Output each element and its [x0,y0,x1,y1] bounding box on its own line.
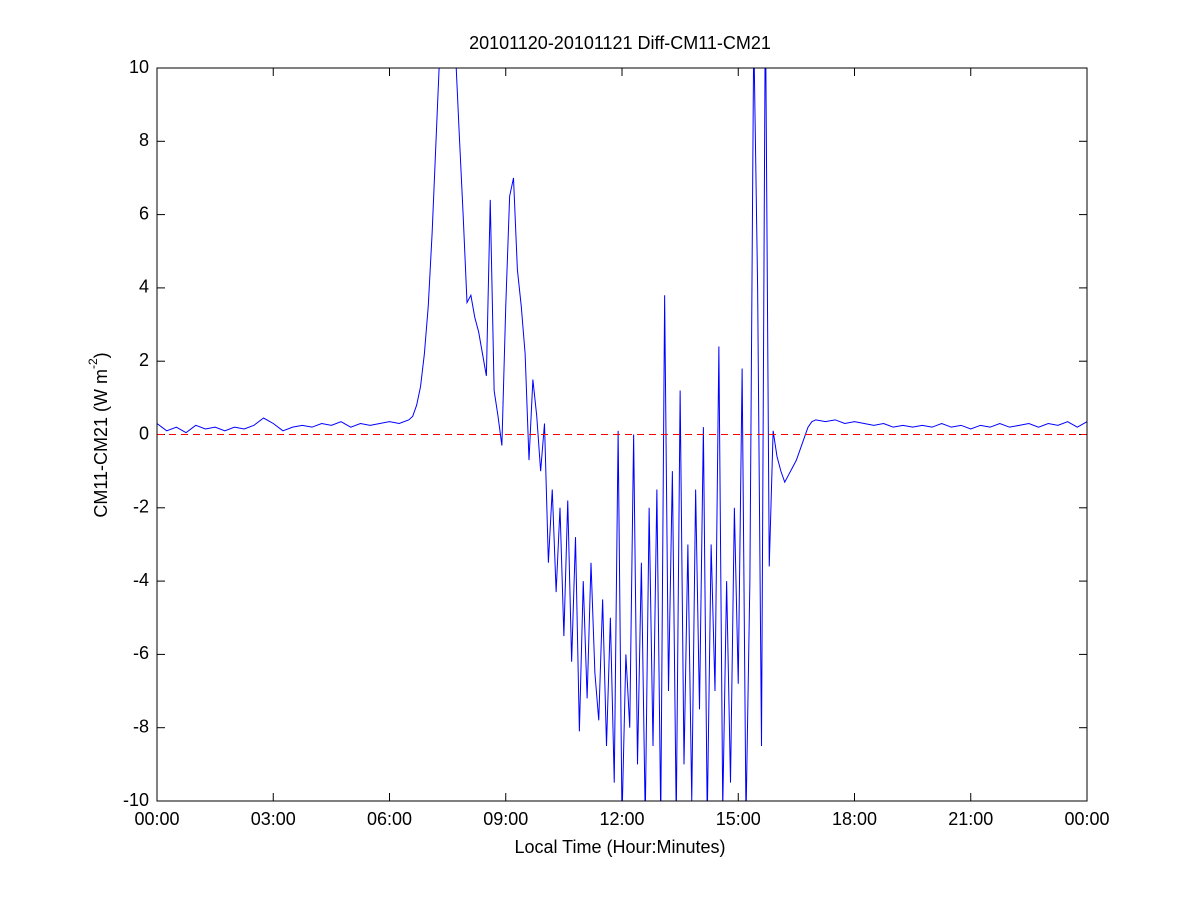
x-tick-label: 15:00 [716,809,761,829]
x-tick-label: 03:00 [251,809,296,829]
x-tick-label: 00:00 [134,809,179,829]
x-tick-label: 09:00 [483,809,528,829]
y-tick-label: -8 [133,716,149,736]
y-tick-label: 0 [139,423,149,443]
chart-title: 20101120-20101121 Diff-CM11-CM21 [469,33,771,53]
y-tick-label: 2 [139,350,149,370]
y-tick-label: -10 [123,790,149,810]
x-axis-label: Local Time (Hour:Minutes) [514,837,725,857]
y-axis-label-end: ) [91,352,111,358]
y-axis-label-superscript: -2 [86,358,100,369]
y-tick-label: -6 [133,643,149,663]
y-tick-label: 6 [139,203,149,223]
y-tick-label: -4 [133,570,149,590]
y-tick-label: 8 [139,130,149,150]
plot-area [157,68,1087,801]
y-tick-label: 10 [129,57,149,77]
x-tick-label: 12:00 [599,809,644,829]
x-tick-label: 00:00 [1064,809,1109,829]
data-line [157,68,1087,801]
x-tick-label: 06:00 [367,809,412,829]
y-axis-label-text: CM11-CM21 (W m [91,369,111,518]
x-tick-label: 21:00 [948,809,993,829]
plot-frame [156,67,1088,802]
y-axis-label: CM11-CM21 (W m-2) [86,352,111,517]
x-tick-label: 18:00 [832,809,877,829]
y-tick-label: -2 [133,497,149,517]
y-tick-label: 4 [139,277,149,297]
